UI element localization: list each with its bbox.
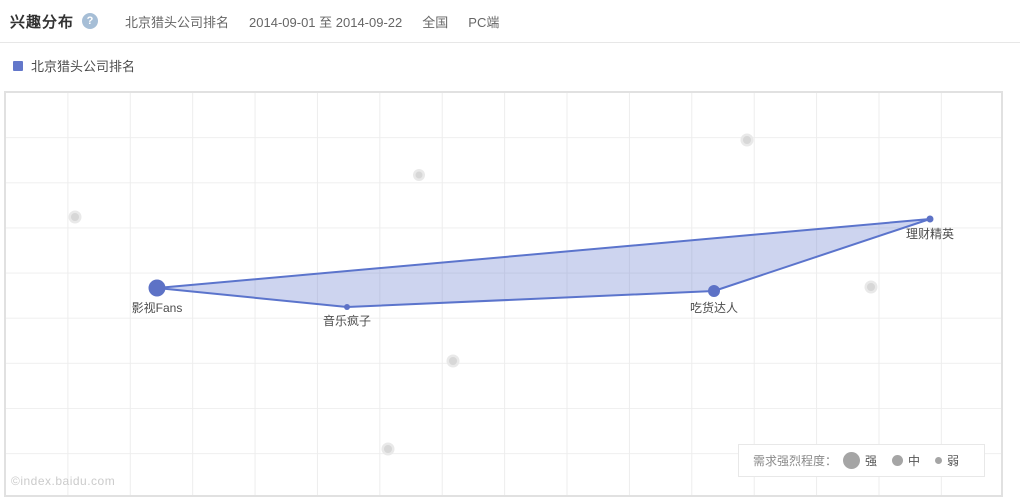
interest-point[interactable]: [344, 304, 350, 310]
demand-level-circle: [843, 452, 861, 469]
demand-level-label: 弱: [947, 454, 960, 468]
background-point[interactable]: [415, 171, 423, 179]
interest-point[interactable]: [926, 215, 934, 223]
demand-level-label: 强: [865, 454, 878, 468]
demand-strength-legend: 需求强烈程度： 强 中 弱: [738, 444, 985, 477]
demand-legend-label: 需求强烈程度：: [753, 454, 838, 468]
plot-area: 影视Fans 音乐疯子 吃货达人 理财精英: [6, 93, 1001, 495]
polygon-shape: [156, 218, 931, 308]
demand-level-circle: [892, 455, 904, 466]
interest-point-label: 影视Fans: [131, 300, 183, 315]
interest-point[interactable]: [708, 285, 720, 297]
page-title: 兴趣分布: [10, 13, 75, 31]
interest-distribution-chart: 影视Fans 音乐疯子 吃货达人 理财精英 需求强烈程度： 强 中 弱 ©index.ba…: [4, 91, 1003, 497]
background-point[interactable]: [384, 445, 392, 453]
series-color-swatch: [13, 60, 23, 71]
demand-levels: 强中弱: [843, 452, 974, 469]
header: 兴趣分布 ? 北京猎头公司排名 2014-09-01 至 2014-09-22 …: [0, 0, 1020, 43]
filter-keyword: 北京猎头公司排名: [125, 14, 230, 30]
filter-platform: PC端: [468, 14, 500, 30]
interest-point-label: 吃货达人: [689, 301, 739, 315]
background-point[interactable]: [71, 213, 79, 221]
demand-level: 弱: [935, 452, 959, 469]
interest-point-label: 理财精英: [905, 226, 955, 241]
filter-date-range: 2014-09-01 至 2014-09-22: [249, 14, 403, 30]
query-filters: 北京猎头公司排名 2014-09-01 至 2014-09-22 全国 PC端: [125, 12, 519, 31]
filter-region: 全国: [422, 14, 449, 30]
demand-level: 中: [892, 452, 920, 469]
watermark: ©index.baidu.com: [11, 474, 116, 488]
series-legend-label: 北京猎头公司排名: [31, 59, 136, 74]
interest-point-label: 音乐疯子: [322, 314, 372, 328]
background-point[interactable]: [743, 136, 751, 144]
demand-level-circle: [935, 457, 943, 464]
background-point[interactable]: [867, 283, 875, 291]
help-icon[interactable]: ?: [82, 13, 99, 29]
background-point[interactable]: [449, 357, 457, 365]
series-legend[interactable]: 北京猎头公司排名: [13, 56, 135, 75]
demand-level-label: 中: [908, 454, 921, 468]
interest-point[interactable]: [148, 279, 166, 297]
demand-level: 强: [843, 452, 877, 469]
